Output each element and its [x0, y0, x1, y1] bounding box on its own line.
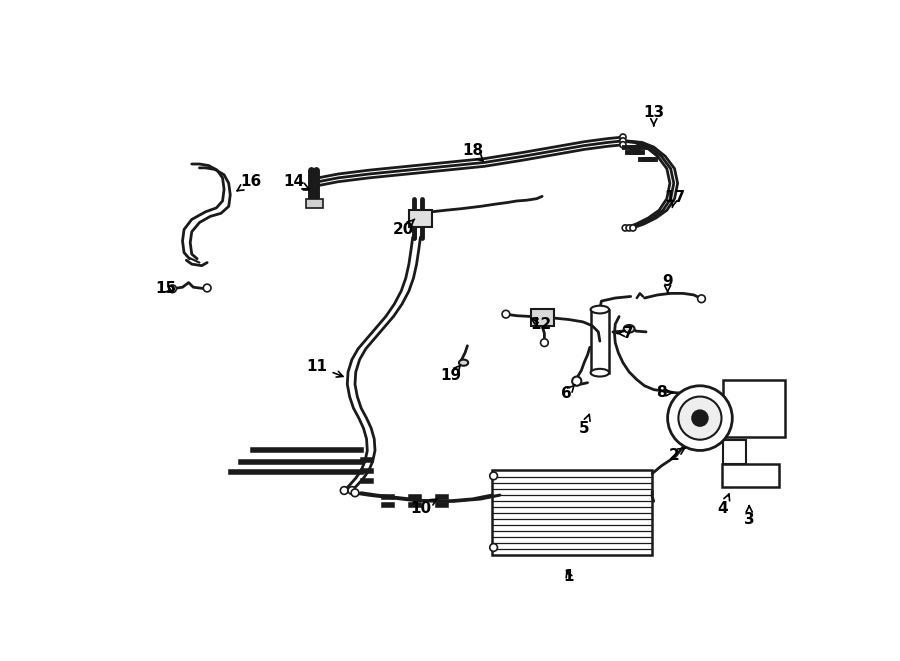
Circle shape: [620, 134, 626, 140]
Ellipse shape: [590, 369, 609, 377]
Circle shape: [203, 284, 211, 292]
Circle shape: [541, 339, 548, 346]
Ellipse shape: [624, 325, 634, 332]
Bar: [722, 464, 779, 487]
Circle shape: [620, 141, 626, 148]
Circle shape: [340, 486, 348, 494]
Circle shape: [679, 397, 722, 440]
Circle shape: [572, 377, 581, 386]
Circle shape: [692, 410, 707, 426]
Bar: [306, 199, 323, 208]
Text: 20: 20: [392, 219, 415, 237]
Text: 15: 15: [156, 282, 177, 296]
Bar: [492, 471, 652, 555]
Circle shape: [490, 543, 498, 551]
Circle shape: [622, 225, 628, 231]
Circle shape: [630, 225, 636, 231]
Bar: [723, 440, 746, 464]
Text: 12: 12: [530, 317, 551, 332]
Circle shape: [698, 295, 706, 303]
Ellipse shape: [459, 360, 468, 366]
Text: 14: 14: [283, 175, 310, 189]
Circle shape: [668, 386, 733, 450]
Bar: [530, 309, 554, 326]
Text: 11: 11: [307, 359, 343, 377]
Text: 5: 5: [579, 414, 590, 436]
Text: 3: 3: [744, 506, 754, 527]
Circle shape: [626, 225, 632, 231]
Bar: [409, 210, 432, 227]
Text: 6: 6: [562, 385, 575, 401]
Circle shape: [620, 138, 626, 144]
Circle shape: [502, 310, 509, 318]
Circle shape: [490, 472, 498, 480]
Bar: [723, 379, 785, 438]
Text: 17: 17: [664, 190, 685, 208]
Text: 7: 7: [617, 326, 634, 341]
Bar: [590, 309, 609, 373]
Text: 10: 10: [410, 499, 436, 516]
Circle shape: [351, 489, 359, 496]
Text: 2: 2: [669, 447, 685, 463]
Circle shape: [168, 285, 176, 293]
Text: 18: 18: [463, 143, 483, 161]
Text: 16: 16: [237, 175, 262, 191]
Text: 19: 19: [441, 366, 462, 383]
Text: 8: 8: [656, 385, 672, 400]
Text: 4: 4: [717, 494, 730, 516]
Text: 9: 9: [662, 274, 673, 292]
Text: 1: 1: [563, 569, 574, 584]
Ellipse shape: [590, 305, 609, 313]
Circle shape: [348, 486, 356, 494]
Text: 13: 13: [644, 105, 664, 126]
